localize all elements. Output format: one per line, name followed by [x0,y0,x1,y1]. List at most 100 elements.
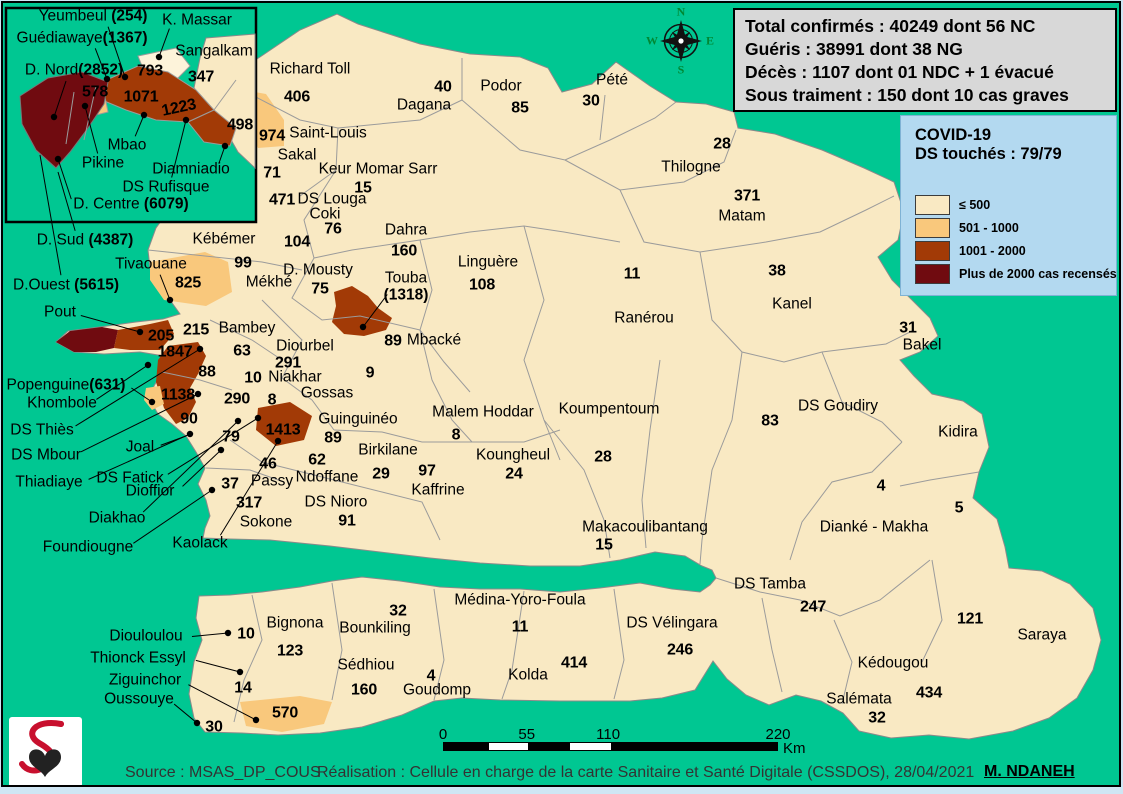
callout-dot [254,414,262,422]
callout-line [131,387,153,403]
callout-line [57,171,76,231]
callout-line [84,105,99,154]
compass-north-label: N [676,4,686,19]
stats-line: Décès : 1107 dont 01 NDC + 1 évacué [745,62,1054,82]
realisation-text: Réalisation : Cellule en charge de la ca… [317,764,975,781]
callout-dot [148,398,156,406]
stats-box: Total confirmés : 40249 dont 56 NC Guéris… [733,8,1117,112]
dakar-inset [4,6,258,224]
district-tivaouane [150,252,232,306]
callout-dot [50,113,58,121]
legend: COVID-19 DS touchés : 79/79 ≤ 500 501 - 1… [900,115,1117,296]
callout-line [88,433,191,480]
scale-unit-label: Km [783,740,806,757]
callout-line [159,274,171,301]
stats-line: Sous traiment : 150 dont 10 cas graves [745,85,1069,105]
stats-line: Guéris : 38991 dont 38 NG [745,39,963,59]
callout-dot [221,142,229,150]
callout-dot [208,486,216,494]
scale-bar-segment [610,743,777,750]
callout-dot [54,155,62,163]
callout-dot [182,116,190,124]
callout-line [75,348,201,427]
choropleth-patches [56,90,392,732]
callout-dot [252,716,260,724]
callout-dot [193,719,201,727]
callout-line [80,315,141,333]
callout-dot [236,668,244,676]
legend-class-row: 501 - 1000 [915,217,1116,238]
scale-bar-segment [527,743,570,750]
inset-dakar-blob [19,71,109,169]
callout-line [191,632,229,637]
district-ziguinchor [240,696,332,732]
callout-line [94,48,108,80]
callout-dot [359,323,367,331]
compass-south-label: S [677,62,685,77]
legend-class-label: Plus de 2000 cas recensés [959,266,1117,281]
callout-dot [144,361,152,369]
district-boundaries [147,58,980,723]
legend-subtitle: DS touchés : 79/79 [915,145,1062,163]
scale-bar-segment [444,743,489,750]
callout-line [195,659,241,673]
scale-tick-label: 0 [438,726,448,743]
callout-dot [103,75,111,83]
scale-tick-label: 110 [596,726,621,743]
callout-line [142,420,239,513]
callout-line [39,154,62,276]
legend-class-row: Plus de 2000 cas recensés [915,263,1117,284]
district-thies-mbour [156,342,206,424]
callout-dot [234,417,242,425]
callout-line [158,28,170,58]
callout-line [80,393,199,453]
inset-rufisque [187,109,237,147]
callout-line [219,440,279,536]
legend-color-swatch [915,194,950,215]
callout-dot [274,437,282,445]
scale-bar-track [443,742,778,751]
callout-dot [194,390,202,398]
callout-dot [155,53,163,61]
callout-line [362,294,388,328]
district-rufisque-main [114,320,174,350]
scale-bar-segment [569,743,611,750]
compass-west-label: W [646,33,658,48]
callout-line [53,80,67,118]
ministry-logo [9,717,82,785]
callout-dot [81,102,89,110]
district-popenguine [144,386,164,410]
callout-line [107,26,126,78]
callout-dot [166,296,174,304]
callout-dot [186,430,194,438]
legend-class-label: 501 - 1000 [959,220,1019,235]
callout-line [133,489,213,544]
callout-line [188,684,257,721]
legend-class-row: ≤ 500 [915,194,1116,215]
scale-bar-segment [488,743,528,750]
callout-overlay [39,26,388,727]
callout-line [167,417,259,475]
district-kaolack [256,402,312,446]
callout-line [57,158,72,200]
callout-dot [196,345,204,353]
callout-dot [140,111,148,119]
callout-dot [121,73,129,81]
callout-line [173,703,198,724]
district-touba [332,286,392,336]
legend-class-label: 1001 - 2000 [959,243,1026,258]
callout-dot [136,328,144,336]
stats-line: Total confirmés : 40249 dont 56 NC [745,16,1036,36]
callout-line [182,449,222,487]
logo-icon [19,720,64,777]
legend-title: COVID-19 [915,126,992,144]
callout-line [171,119,187,178]
callout-line [134,114,145,137]
author-text: M. NDANEH [984,763,1075,780]
callout-dot [224,629,232,637]
legend-color-swatch [915,263,950,284]
callout-line [96,364,149,400]
scale-tick-label: 55 [518,726,536,743]
legend-color-swatch [915,240,950,261]
